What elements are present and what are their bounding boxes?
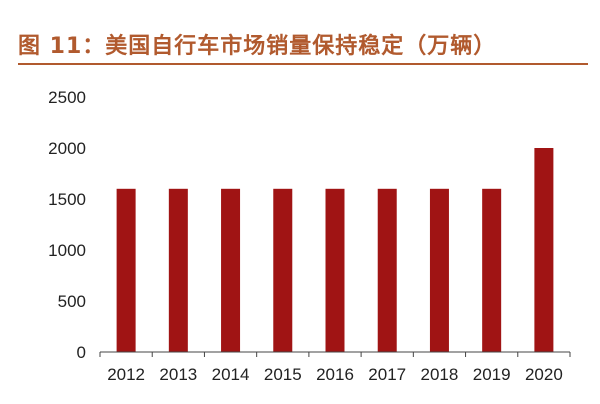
y-tick-label: 1500 bbox=[48, 190, 86, 209]
bar-2015 bbox=[273, 188, 293, 352]
x-tick-label: 2017 bbox=[368, 365, 406, 384]
bar-2012 bbox=[116, 188, 136, 352]
x-tick-label: 2016 bbox=[316, 365, 354, 384]
title-divider bbox=[18, 63, 588, 65]
x-tick-label: 2018 bbox=[421, 365, 459, 384]
bar-2020 bbox=[534, 148, 554, 352]
x-tick-label: 2019 bbox=[473, 365, 511, 384]
chart-title: 图 11：美国自行车市场销量保持稳定（万辆） bbox=[18, 34, 497, 59]
bars bbox=[116, 148, 554, 352]
y-axis-ticks: 0 500 1000 1500 2000 2500 bbox=[48, 88, 86, 362]
chart-area: 0 500 1000 1500 2000 2500 2012 2013 2014 2015 201… bbox=[0, 70, 600, 400]
bar-2017 bbox=[377, 188, 397, 352]
x-axis-ticks: 2012 2013 2014 2015 2016 2017 2018 2019 2020 bbox=[99, 352, 571, 384]
y-tick-label: 2000 bbox=[48, 139, 86, 158]
y-tick-label: 2500 bbox=[48, 88, 86, 107]
bar-2013 bbox=[168, 188, 188, 352]
bar-2016 bbox=[325, 188, 345, 352]
x-tick-label: 2013 bbox=[159, 365, 197, 384]
y-tick-label: 500 bbox=[58, 292, 86, 311]
x-tick-label: 2014 bbox=[212, 365, 250, 384]
y-tick-label: 1000 bbox=[48, 241, 86, 260]
title-bar: 图 11：美国自行车市场销量保持稳定（万辆） bbox=[18, 28, 588, 65]
bar-2018 bbox=[429, 188, 449, 352]
bar-2014 bbox=[221, 188, 241, 352]
x-tick-label: 2015 bbox=[264, 365, 302, 384]
bar-2019 bbox=[482, 188, 502, 352]
x-tick-label: 2020 bbox=[525, 365, 563, 384]
x-tick-label: 2012 bbox=[107, 365, 145, 384]
y-tick-label: 0 bbox=[77, 343, 86, 362]
